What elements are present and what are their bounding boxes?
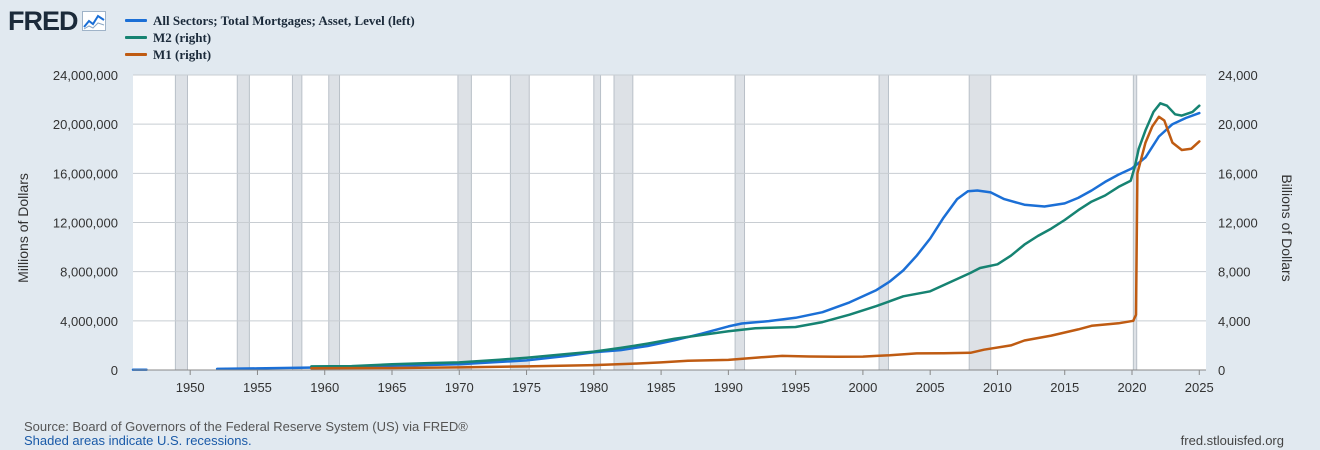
- source-note: Source: Board of Governors of the Federa…: [24, 419, 468, 434]
- y-right-tick-label-6: 24,000: [1218, 68, 1258, 83]
- x-tick-label-5: 1975: [512, 380, 541, 395]
- x-tick-label-13: 2015: [1050, 380, 1079, 395]
- legend-label-m2: M2 (right): [153, 29, 212, 45]
- series-lines: [131, 102, 1201, 372]
- x-tick-label-1: 1955: [243, 380, 272, 395]
- x-tick-label-6: 1980: [579, 380, 608, 395]
- y-right-tick-label-0: 0: [1218, 363, 1225, 378]
- x-tick-label-8: 1990: [714, 380, 743, 395]
- x-tick-label-3: 1965: [378, 380, 407, 395]
- series-line-2-0: [310, 115, 1201, 370]
- x-tick-label-12: 2010: [983, 380, 1012, 395]
- y-left-tick-label-4: 16,000,000: [53, 166, 118, 181]
- legend-swatch-m2: [125, 36, 147, 39]
- gridlines: [133, 74, 1206, 322]
- y-axis-left-label: Millions of Dollars: [15, 173, 31, 283]
- y-right-tick-label-2: 8,000: [1218, 265, 1251, 280]
- x-tick-label-11: 2005: [916, 380, 945, 395]
- y-left-tick-label-5: 20,000,000: [53, 117, 118, 132]
- x-tick-label-14: 2020: [1118, 380, 1147, 395]
- x-tick-label-4: 1970: [445, 380, 474, 395]
- line-chart-icon: [81, 11, 106, 31]
- y-right-tick-label-1: 4,000: [1218, 314, 1251, 329]
- y-right-tick-label-3: 12,000: [1218, 216, 1258, 231]
- chart-legend: All Sectors; Total Mortgages; Asset, Lev…: [125, 12, 415, 63]
- x-tick-label-7: 1985: [647, 380, 676, 395]
- axes: 1950 1955 1960 1965 1970 1975 1980 1985 1990 1995…: [53, 68, 1258, 395]
- x-tick-label-9: 1995: [781, 380, 810, 395]
- y-left-tick-label-0: 0: [111, 363, 118, 378]
- y-right-tick-label-5: 20,000: [1218, 117, 1258, 132]
- fred-logo-text: FRED: [8, 5, 78, 36]
- x-tick-label-0: 1950: [176, 380, 205, 395]
- y-left-tick-label-1: 4,000,000: [60, 314, 118, 329]
- series-line-1-0: [310, 102, 1201, 368]
- x-tick-label-10: 2000: [848, 380, 877, 395]
- legend-item-m1: M1 (right): [125, 46, 415, 63]
- y-left-tick-label-3: 12,000,000: [53, 216, 118, 231]
- legend-swatch-m1: [125, 53, 147, 56]
- x-tick-label-2: 1960: [310, 380, 339, 395]
- fred-logo[interactable]: FRED: [8, 6, 106, 36]
- site-url: fred.stlouisfed.org: [1180, 433, 1284, 448]
- legend-item-m2: M2 (right): [125, 29, 415, 46]
- y-axis-right-label: Billions of Dollars: [1279, 174, 1295, 281]
- y-right-tick-label-4: 16,000: [1218, 166, 1258, 181]
- legend-label-m1: M1 (right): [153, 46, 212, 62]
- legend-swatch-mortgages: [125, 19, 147, 22]
- y-left-tick-label-2: 8,000,000: [60, 265, 118, 280]
- x-tick-label-15: 2025: [1185, 380, 1214, 395]
- y-left-tick-label-6: 24,000,000: [53, 68, 118, 83]
- legend-label-mortgages: All Sectors; Total Mortgages; Asset, Lev…: [153, 12, 415, 28]
- legend-item-mortgages: All Sectors; Total Mortgages; Asset, Lev…: [125, 12, 415, 29]
- recession-note-link[interactable]: Shaded areas indicate U.S. recessions.: [24, 433, 252, 448]
